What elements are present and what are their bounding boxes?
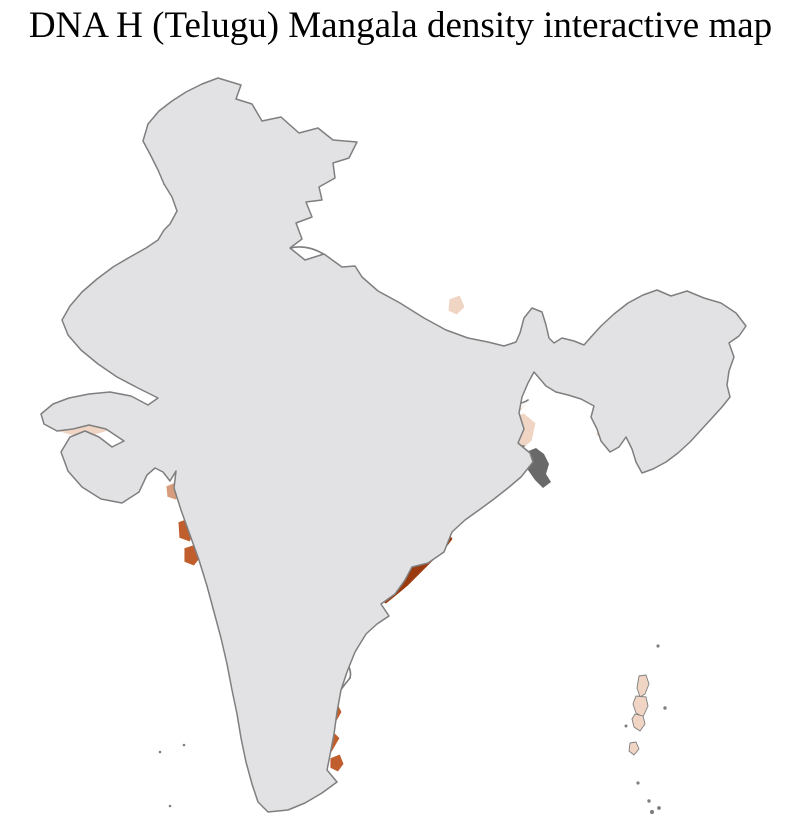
island-speck	[657, 806, 661, 810]
andaman-nicobar-islands[interactable]	[624, 644, 667, 815]
district-shape[interactable]	[447, 294, 466, 316]
map-title: DNA H (Telugu) Mangala density interacti…	[28, 5, 773, 46]
island-speck	[636, 781, 640, 785]
lakshadweep-islands[interactable]	[158, 743, 186, 808]
island-speck	[663, 706, 667, 710]
island-speck	[624, 724, 628, 728]
island-speck	[647, 799, 651, 803]
island-speck	[182, 743, 186, 747]
district-shape[interactable]	[329, 753, 345, 773]
island-shape[interactable]	[636, 674, 650, 698]
island-shape[interactable]	[628, 741, 640, 756]
island-shape[interactable]	[631, 713, 646, 732]
state-border-line	[289, 246, 326, 256]
island-speck	[168, 804, 172, 808]
island-speck	[158, 750, 162, 754]
island-speck	[656, 644, 660, 648]
island-speck	[649, 809, 655, 815]
